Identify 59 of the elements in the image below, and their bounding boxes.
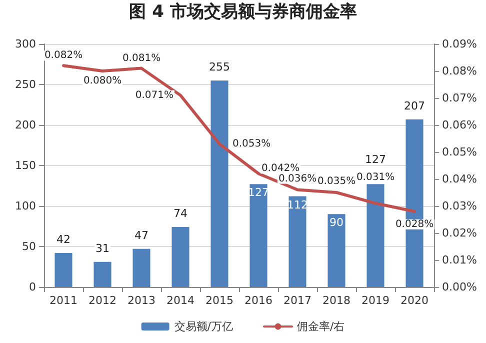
y2-tick-label: 0.08% (442, 64, 477, 78)
chart-title: 图 4 市场交易额与券商佣金率 (128, 1, 358, 24)
y2-tick-label: 0.00% (442, 280, 477, 294)
data-label: 207 (404, 99, 425, 112)
x-tick-label: 2020 (400, 294, 428, 307)
y2-tick-label: 0.02% (442, 226, 477, 240)
bar (328, 214, 346, 287)
bar (288, 196, 306, 287)
legend-label: 佣金率/右 (297, 320, 345, 333)
y2-tick-label: 0.04% (442, 172, 477, 186)
x-tick-label: 2012 (88, 294, 116, 307)
y2-tick-label: 0.05% (442, 146, 477, 158)
y-tick-label: 100 (15, 200, 36, 212)
data-label: 90 (330, 216, 344, 230)
data-label: 0.071% (135, 90, 174, 101)
x-tick-label: 2016 (244, 294, 272, 307)
bar (250, 184, 268, 287)
data-label: 127 (365, 153, 386, 166)
data-label: 0.028% (395, 218, 434, 230)
bar (94, 262, 112, 287)
data-label: 0.081% (122, 52, 161, 64)
y-tick-label: 300 (15, 38, 36, 50)
y-tick-label: 50 (22, 240, 36, 253)
y2-tick-label: 0.09% (442, 38, 477, 50)
x-tick-label: 2013 (128, 294, 156, 307)
bar (54, 252, 72, 287)
data-label: 0.053% (232, 138, 271, 150)
data-label: 74 (174, 207, 188, 220)
legend-label: 交易额/万亿 (174, 320, 234, 333)
x-tick-label: 2011 (50, 294, 78, 307)
data-label: 0.082% (44, 50, 83, 62)
data-label: 0.031% (356, 172, 395, 183)
bar (366, 184, 384, 287)
y-tick-label: 200 (15, 118, 36, 132)
data-label: 112 (287, 198, 308, 212)
bar (132, 248, 150, 287)
data-label: 31 (96, 242, 110, 255)
y2-tick-label: 0.01% (442, 254, 477, 266)
x-tick-label: 2014 (166, 294, 194, 307)
y-tick-label: 150 (15, 159, 36, 172)
y2-tick-label: 0.03% (442, 200, 477, 212)
y2-tick-label: 0.06% (442, 118, 477, 132)
x-tick-label: 2018 (322, 294, 350, 307)
y-tick-label: 0 (29, 280, 36, 294)
y-tick-label: 250 (15, 78, 36, 91)
x-tick-label: 2015 (206, 294, 234, 307)
bar (172, 227, 190, 287)
data-label: 255 (209, 60, 230, 74)
data-label: 0.042% (261, 163, 300, 174)
bar (210, 80, 228, 287)
x-tick-label: 2017 (284, 294, 312, 307)
x-tick-label: 2019 (362, 294, 390, 307)
data-label: 0.080% (83, 76, 122, 86)
data-label: 0.035% (317, 176, 356, 187)
data-label: 0.036% (278, 173, 317, 184)
y2-tick-label: 0.07% (442, 92, 477, 104)
data-label: 127 (248, 186, 269, 200)
data-label: 47 (134, 228, 148, 242)
data-label: 42 (56, 232, 70, 246)
